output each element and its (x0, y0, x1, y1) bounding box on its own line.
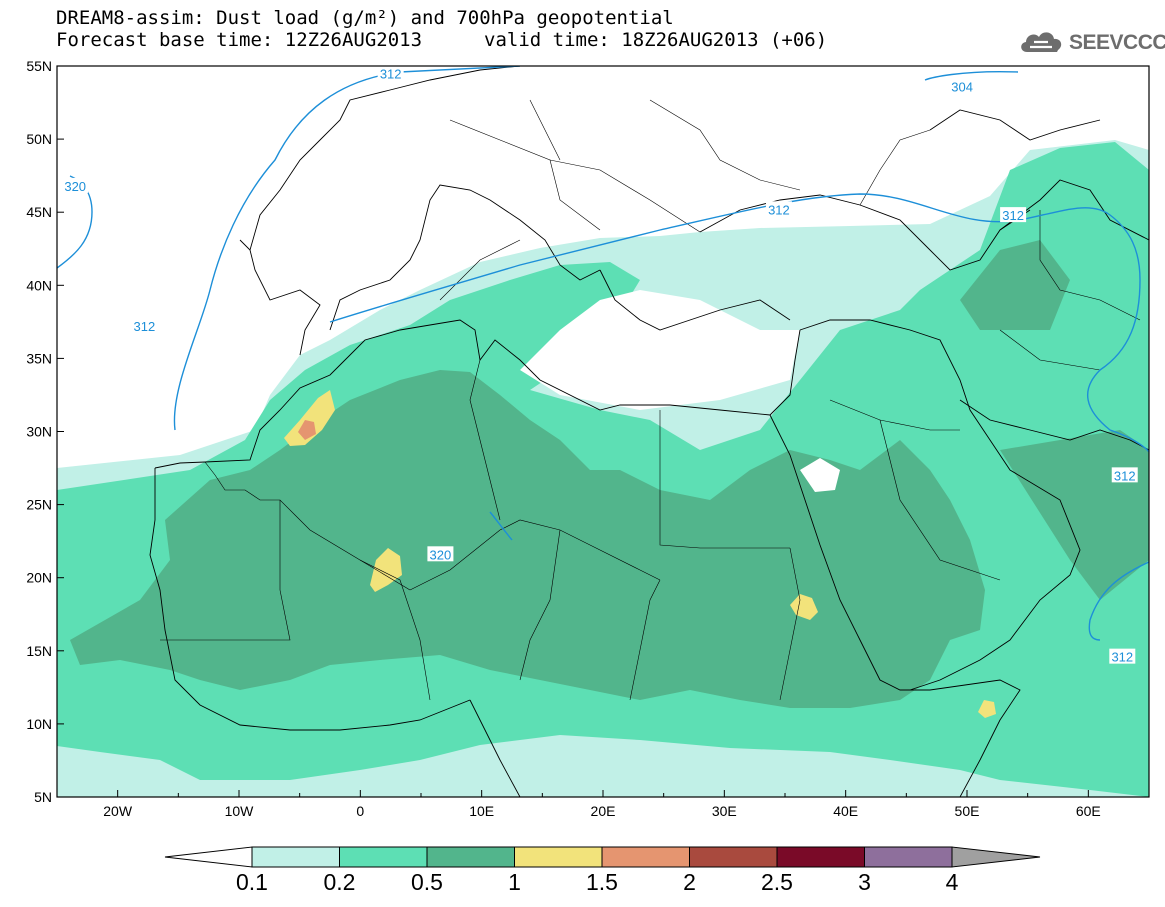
colorbar-tick-label: 0.2 (324, 869, 356, 895)
lon-label: 10E (469, 803, 494, 819)
lat-label: 15N (26, 643, 52, 659)
colorbar-over-arrow (951, 846, 1041, 868)
map-title: DREAM8-assim: Dust load (g/m²) and 700hP… (56, 7, 674, 29)
lat-label: 10N (26, 716, 52, 732)
colorbar-tick-label: 3 (858, 869, 871, 895)
lat-label: 45N (26, 204, 52, 220)
dust-fields (57, 140, 1149, 797)
colorbar-swatch (601, 846, 690, 868)
seevccc-logo: SEEVCCC (1017, 25, 1165, 59)
lon-label: 20E (591, 803, 616, 819)
colorbar: 0.1 0.2 0.5 1 1.5 2 2.5 3 4 (164, 846, 1041, 895)
clear-patch-med (520, 290, 800, 410)
lon-label: 0 (356, 803, 364, 819)
dust-hotspot-somalia (978, 700, 996, 718)
geopotential-contours (57, 66, 1149, 641)
contour-label: 312 (1111, 467, 1138, 483)
dust-hotspot-morocco (284, 390, 335, 446)
lon-label: 60E (1076, 803, 1101, 819)
lat-label: 20N (26, 570, 52, 586)
cloud-icon (1021, 32, 1062, 52)
forecast-time-line: Forecast base time: 12Z26AUG2013 valid ti… (56, 29, 827, 51)
dust-hotspot-core (298, 420, 316, 440)
svg-text:312: 312 (1002, 208, 1024, 223)
lat-label: 40N (26, 277, 52, 293)
lat-label: 50N (26, 131, 52, 147)
dust-hotspot-algeria (370, 548, 402, 592)
colorbar-tick-label: 2 (683, 869, 696, 895)
contour-label: 312 (131, 318, 158, 334)
svg-text:312: 312 (1114, 468, 1136, 483)
coastlines (149, 66, 1149, 797)
contour-label: 320 (62, 177, 89, 194)
svg-text:312: 312 (1111, 650, 1133, 665)
dust-band-dark-east (960, 240, 1070, 330)
lat-label: 5N (34, 789, 52, 805)
colorbar-swatch (251, 846, 340, 868)
clear-patch-arabia (800, 458, 840, 492)
lat-label: 35N (26, 350, 52, 366)
latitude-axis: 55N 50N 45N 40N 35N 30N 25N 20N 15N 10N 5N (26, 58, 64, 805)
colorbar-swatch (864, 846, 953, 868)
lat-label: 30N (26, 424, 52, 440)
contour-label: 312 (377, 65, 404, 81)
lon-label: 40E (833, 803, 858, 819)
dust-band-dark (70, 370, 985, 708)
lon-label: 30E (712, 803, 737, 819)
contour-label: 312 (765, 201, 792, 217)
svg-text:304: 304 (951, 79, 973, 94)
colorbar-under-arrow (164, 846, 253, 868)
contour-label: 312 (1109, 648, 1136, 665)
lat-label: 25N (26, 497, 52, 513)
contour-label: 320 (427, 546, 454, 562)
lon-label: 10W (225, 803, 255, 819)
colorbar-tick-label: 4 (946, 869, 959, 895)
lon-label: 20W (103, 803, 133, 819)
logo-text: SEEVCCC (1069, 31, 1165, 54)
contour-labels: 312 304 320 312 312 312 320 312 312 (62, 65, 1138, 665)
colorbar-swatch (339, 846, 428, 868)
svg-text:312: 312 (768, 202, 790, 217)
base-time-text: Forecast base time: 12Z26AUG2013 (56, 29, 423, 51)
colorbar-swatch (514, 846, 603, 868)
country-borders (160, 99, 1141, 701)
colorbar-tick-label: 2.5 (761, 869, 793, 895)
lat-label: 55N (26, 58, 52, 74)
svg-text:320: 320 (430, 547, 452, 562)
colorbar-tick-label: 0.1 (236, 869, 268, 895)
colorbar-swatch (689, 846, 778, 868)
valid-time-text: valid time: 18Z26AUG2013 (+06) (484, 29, 828, 51)
colorbar-tick-label: 1.5 (586, 869, 618, 895)
contour-label: 304 (949, 78, 976, 94)
colorbar-swatch (776, 846, 865, 868)
colorbar-tick-label: 1 (508, 869, 521, 895)
svg-text:312: 312 (134, 319, 156, 334)
colorbar-tick-label: 0.5 (411, 869, 443, 895)
lon-label: 50E (955, 803, 980, 819)
longitude-axis: 20W 10W 0 10E 20E 30E 40E 50E 60E (56, 790, 1150, 819)
contour-label: 312 (1000, 207, 1027, 223)
svg-text:312: 312 (380, 66, 402, 81)
colorbar-swatch (426, 846, 515, 868)
svg-text:320: 320 (64, 179, 86, 194)
